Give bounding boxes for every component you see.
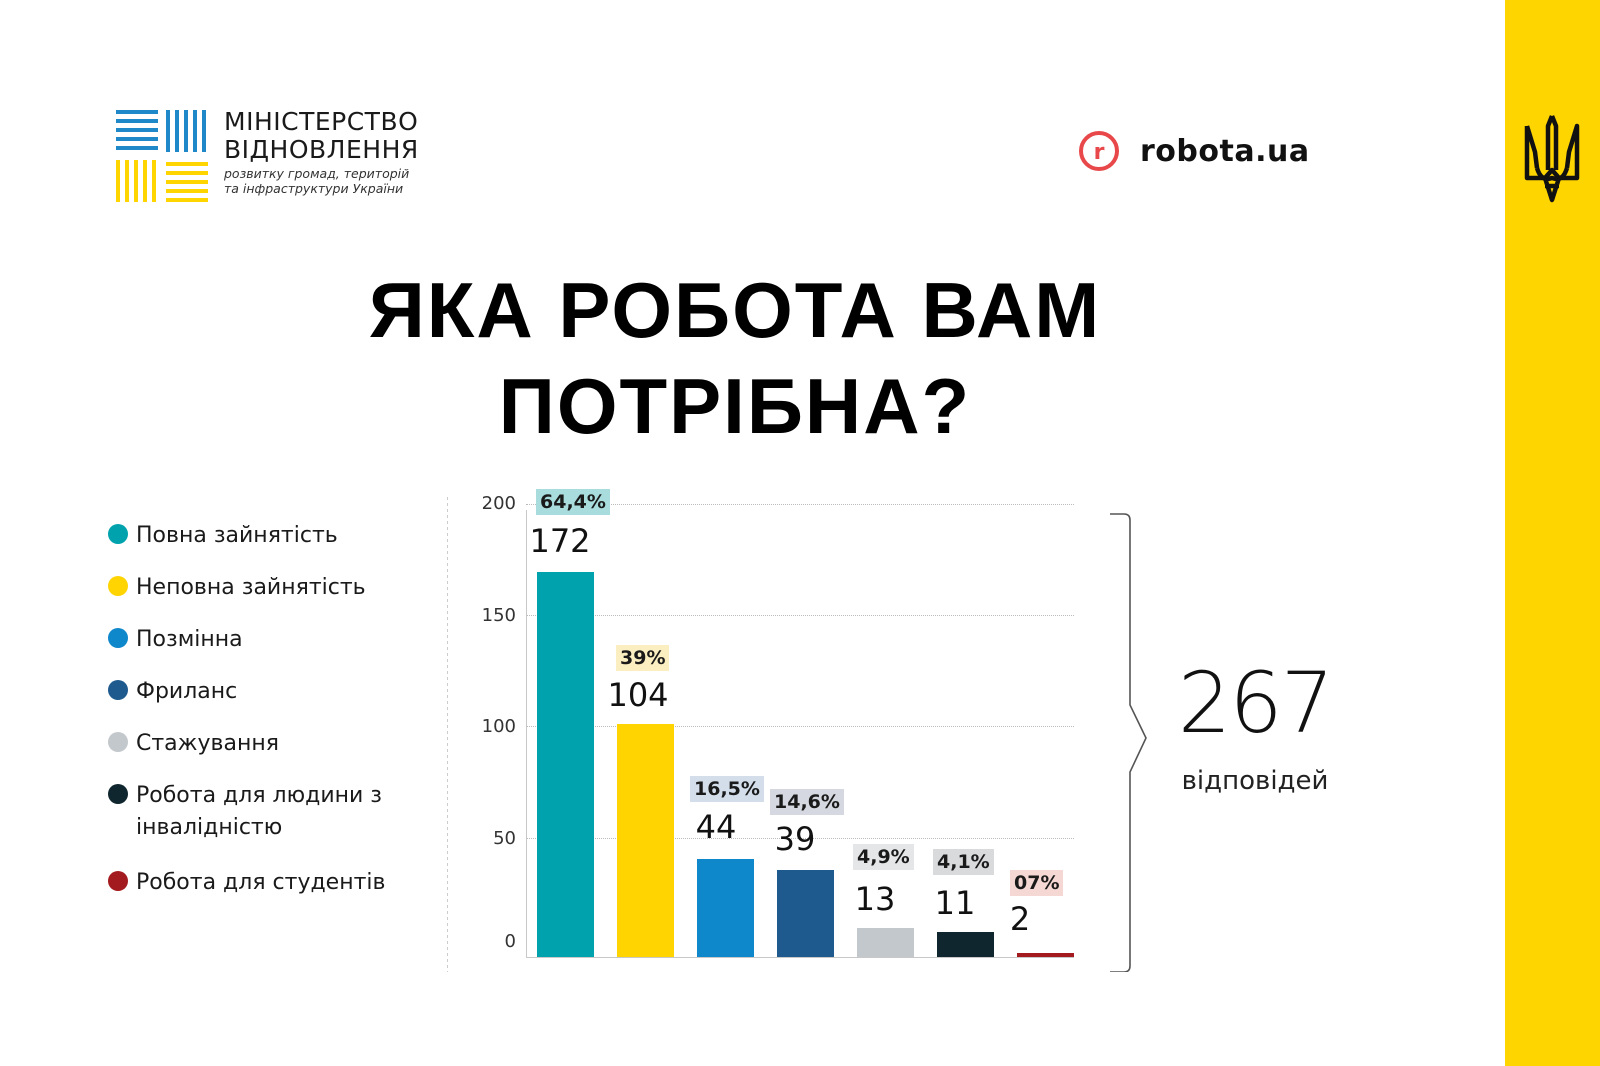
bar-percent-label: 07%	[1010, 870, 1064, 896]
legend-dot-icon	[108, 784, 128, 804]
legend-item: Робота для людини з інвалідністю	[108, 780, 406, 844]
bar-value-label: 11	[934, 884, 976, 922]
robota-r-icon: r	[1079, 131, 1119, 171]
legend-dot-icon	[108, 524, 128, 544]
ministry-name-line2: ВІДНОВЛЕННЯ	[224, 135, 419, 164]
bar-percent-label: 4,9%	[853, 844, 914, 870]
legend-label: Фриланс	[136, 679, 238, 704]
gridline	[526, 504, 1074, 505]
ministry-mark-icon	[116, 110, 208, 202]
legend-item: Фриланс	[108, 676, 426, 708]
total-responses-number: 267	[1177, 654, 1334, 752]
curly-brace-icon	[1110, 513, 1147, 972]
legend-dot-icon	[108, 576, 128, 596]
gridline	[526, 615, 1074, 616]
trident-icon	[1524, 115, 1580, 203]
robota-ua-logo: r robota.ua	[1078, 130, 1310, 172]
svg-text:r: r	[1094, 140, 1105, 165]
title-line-2: ПОТРІБНА?	[498, 362, 972, 450]
legend-label: Робота для людини з інвалідністю	[136, 783, 383, 840]
bar-percent-label: 39%	[616, 645, 670, 671]
bar-percent-label: 14,6%	[770, 789, 844, 815]
bar-percent-label: 4,1%	[933, 849, 994, 875]
legend-label: Робота для студентів	[136, 870, 386, 895]
robota-ua-name: robota.ua	[1140, 133, 1310, 169]
bar-students	[1017, 953, 1074, 957]
legend-label: Позмінна	[136, 627, 243, 652]
ministry-name-line1: МІНІСТЕРСТВО	[224, 107, 419, 136]
y-tick-label: 50	[493, 828, 516, 849]
legend-dot-icon	[108, 680, 128, 700]
legend-item: Повна зайнятість	[108, 520, 426, 552]
legend-item: Стажування	[108, 728, 426, 760]
ministry-subtitle-line2: та інфраструктури України	[224, 181, 404, 196]
legend-dot-icon	[108, 871, 128, 891]
bar-freelance	[777, 870, 834, 957]
bar-value-label: 104	[607, 676, 669, 714]
bar-value-label: 39	[774, 820, 816, 858]
x-axis	[526, 957, 1074, 958]
bar-internship	[857, 928, 914, 957]
bar-percent-label: 64,4%	[536, 489, 610, 515]
title-line-1: ЯКА РОБОТА ВАМ	[368, 266, 1102, 354]
legend-divider	[447, 497, 448, 972]
total-responses-label: відповідей	[1181, 766, 1329, 796]
bar-value-label: 2	[1009, 900, 1031, 938]
legend-dot-icon	[108, 628, 128, 648]
legend-label: Повна зайнятість	[136, 523, 338, 548]
gridline	[526, 726, 1074, 727]
bar-shift-work	[697, 859, 754, 957]
bar-disability	[937, 932, 994, 957]
y-tick-label: 200	[481, 493, 516, 514]
bar-value-label: 172	[529, 522, 591, 560]
legend-item: Позмінна	[108, 624, 426, 656]
y-tick-label: 100	[481, 716, 516, 737]
page-title: ЯКА РОБОТА ВАМ ПОТРІБНА?	[320, 262, 1150, 454]
legend-item: Неповна зайнятість	[108, 572, 426, 604]
ministry-subtitle-line1: розвитку громад, територій	[224, 166, 410, 181]
y-tick-label: 0	[504, 931, 516, 952]
bar-chart: 200 150 100 50 0 64,4% 172 39% 104 16,5%…	[460, 489, 1100, 980]
y-axis	[526, 510, 527, 958]
gridline	[526, 838, 1074, 839]
bar-part-time	[617, 724, 674, 957]
legend-label: Неповна зайнятість	[136, 575, 366, 600]
bar-value-label: 13	[854, 880, 896, 918]
legend-item: Робота для студентів	[108, 867, 426, 899]
legend-label: Стажування	[136, 731, 279, 756]
legend-dot-icon	[108, 732, 128, 752]
y-tick-label: 150	[481, 605, 516, 626]
bar-percent-label: 16,5%	[690, 776, 764, 802]
bar-full-time	[537, 572, 594, 957]
bar-value-label: 44	[695, 808, 737, 846]
